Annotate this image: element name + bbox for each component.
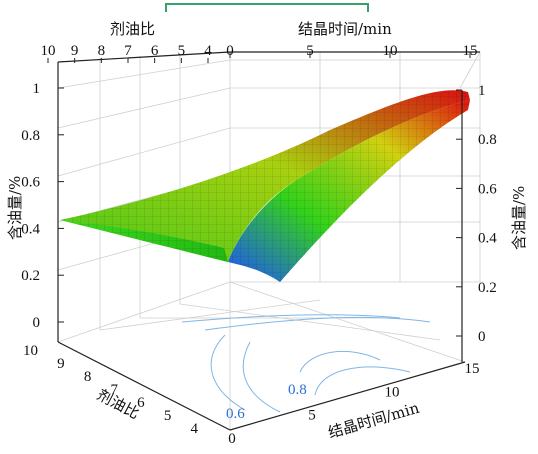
left-z-axis-title: 含油量/% <box>6 176 24 240</box>
top-time-tick-10: 10 <box>383 43 398 59</box>
left-oil-tick-0: 0 <box>33 315 41 331</box>
right-oil-tick-0: 0 <box>478 329 486 345</box>
top-left-axis-title: 剂油比 <box>110 20 155 38</box>
bottom-time-tick-5: 5 <box>308 408 316 424</box>
right-oil-tick-0.8: 0.8 <box>478 132 497 148</box>
top-ratio-tick-4: 4 <box>204 43 212 59</box>
bottom-ratio-tick-8: 8 <box>84 369 92 385</box>
bottom-ratio-tick-10: 10 <box>23 343 38 359</box>
right-z-axis-title: 含油量/% <box>510 186 528 250</box>
bottom-time-tick-0: 0 <box>228 431 236 447</box>
top-ratio-tick-7: 7 <box>124 43 132 59</box>
bottom-time-tick-10: 10 <box>385 384 400 400</box>
top-time-tick-15: 15 <box>463 43 478 59</box>
top-ratio-tick-5: 5 <box>178 43 186 59</box>
bottom-ratio-tick-5: 5 <box>164 408 172 424</box>
left-oil-tick-0.2: 0.2 <box>21 268 40 284</box>
left-oil-tick-0.6: 0.6 <box>21 175 40 191</box>
top-ratio-tick-9: 9 <box>71 43 79 59</box>
left-oil-tick-0.8: 0.8 <box>21 128 40 144</box>
top-ratio-tick-10: 10 <box>41 43 56 59</box>
bottom-time-tick-15: 15 <box>465 361 480 377</box>
right-oil-tick-1: 1 <box>478 83 486 99</box>
grid-walls <box>57 51 481 431</box>
contour-label-0: 0.6 <box>226 406 245 422</box>
bottom-ratio-tick-7: 7 <box>111 382 119 398</box>
top-ratio-tick-8: 8 <box>98 43 106 59</box>
top-time-tick-5: 5 <box>306 43 314 59</box>
left-oil-tick-0.4: 0.4 <box>21 221 40 237</box>
top-ratio-tick-6: 6 <box>151 43 159 59</box>
bottom-ratio-tick-4: 4 <box>191 421 199 437</box>
bottom-ratio-tick-6: 6 <box>137 395 145 411</box>
right-oil-tick-0.6: 0.6 <box>478 181 497 197</box>
surface <box>60 90 470 282</box>
right-oil-tick-0.4: 0.4 <box>478 231 497 247</box>
bottom-right-axis-title: 结晶时间/min <box>326 399 421 442</box>
frame-fragment <box>165 3 369 12</box>
right-oil-tick-0.2: 0.2 <box>478 280 497 296</box>
top-time-tick-0: 0 <box>226 43 234 59</box>
floor-contours <box>181 314 431 413</box>
bottom-left-axis-title: 剂油比 <box>94 386 142 423</box>
top-right-axis-title: 结晶时间/min <box>298 20 392 38</box>
bottom-ratio-tick-9: 9 <box>57 356 65 372</box>
contour-label-1: 0.8 <box>288 382 307 398</box>
left-oil-tick-1: 1 <box>33 81 41 97</box>
